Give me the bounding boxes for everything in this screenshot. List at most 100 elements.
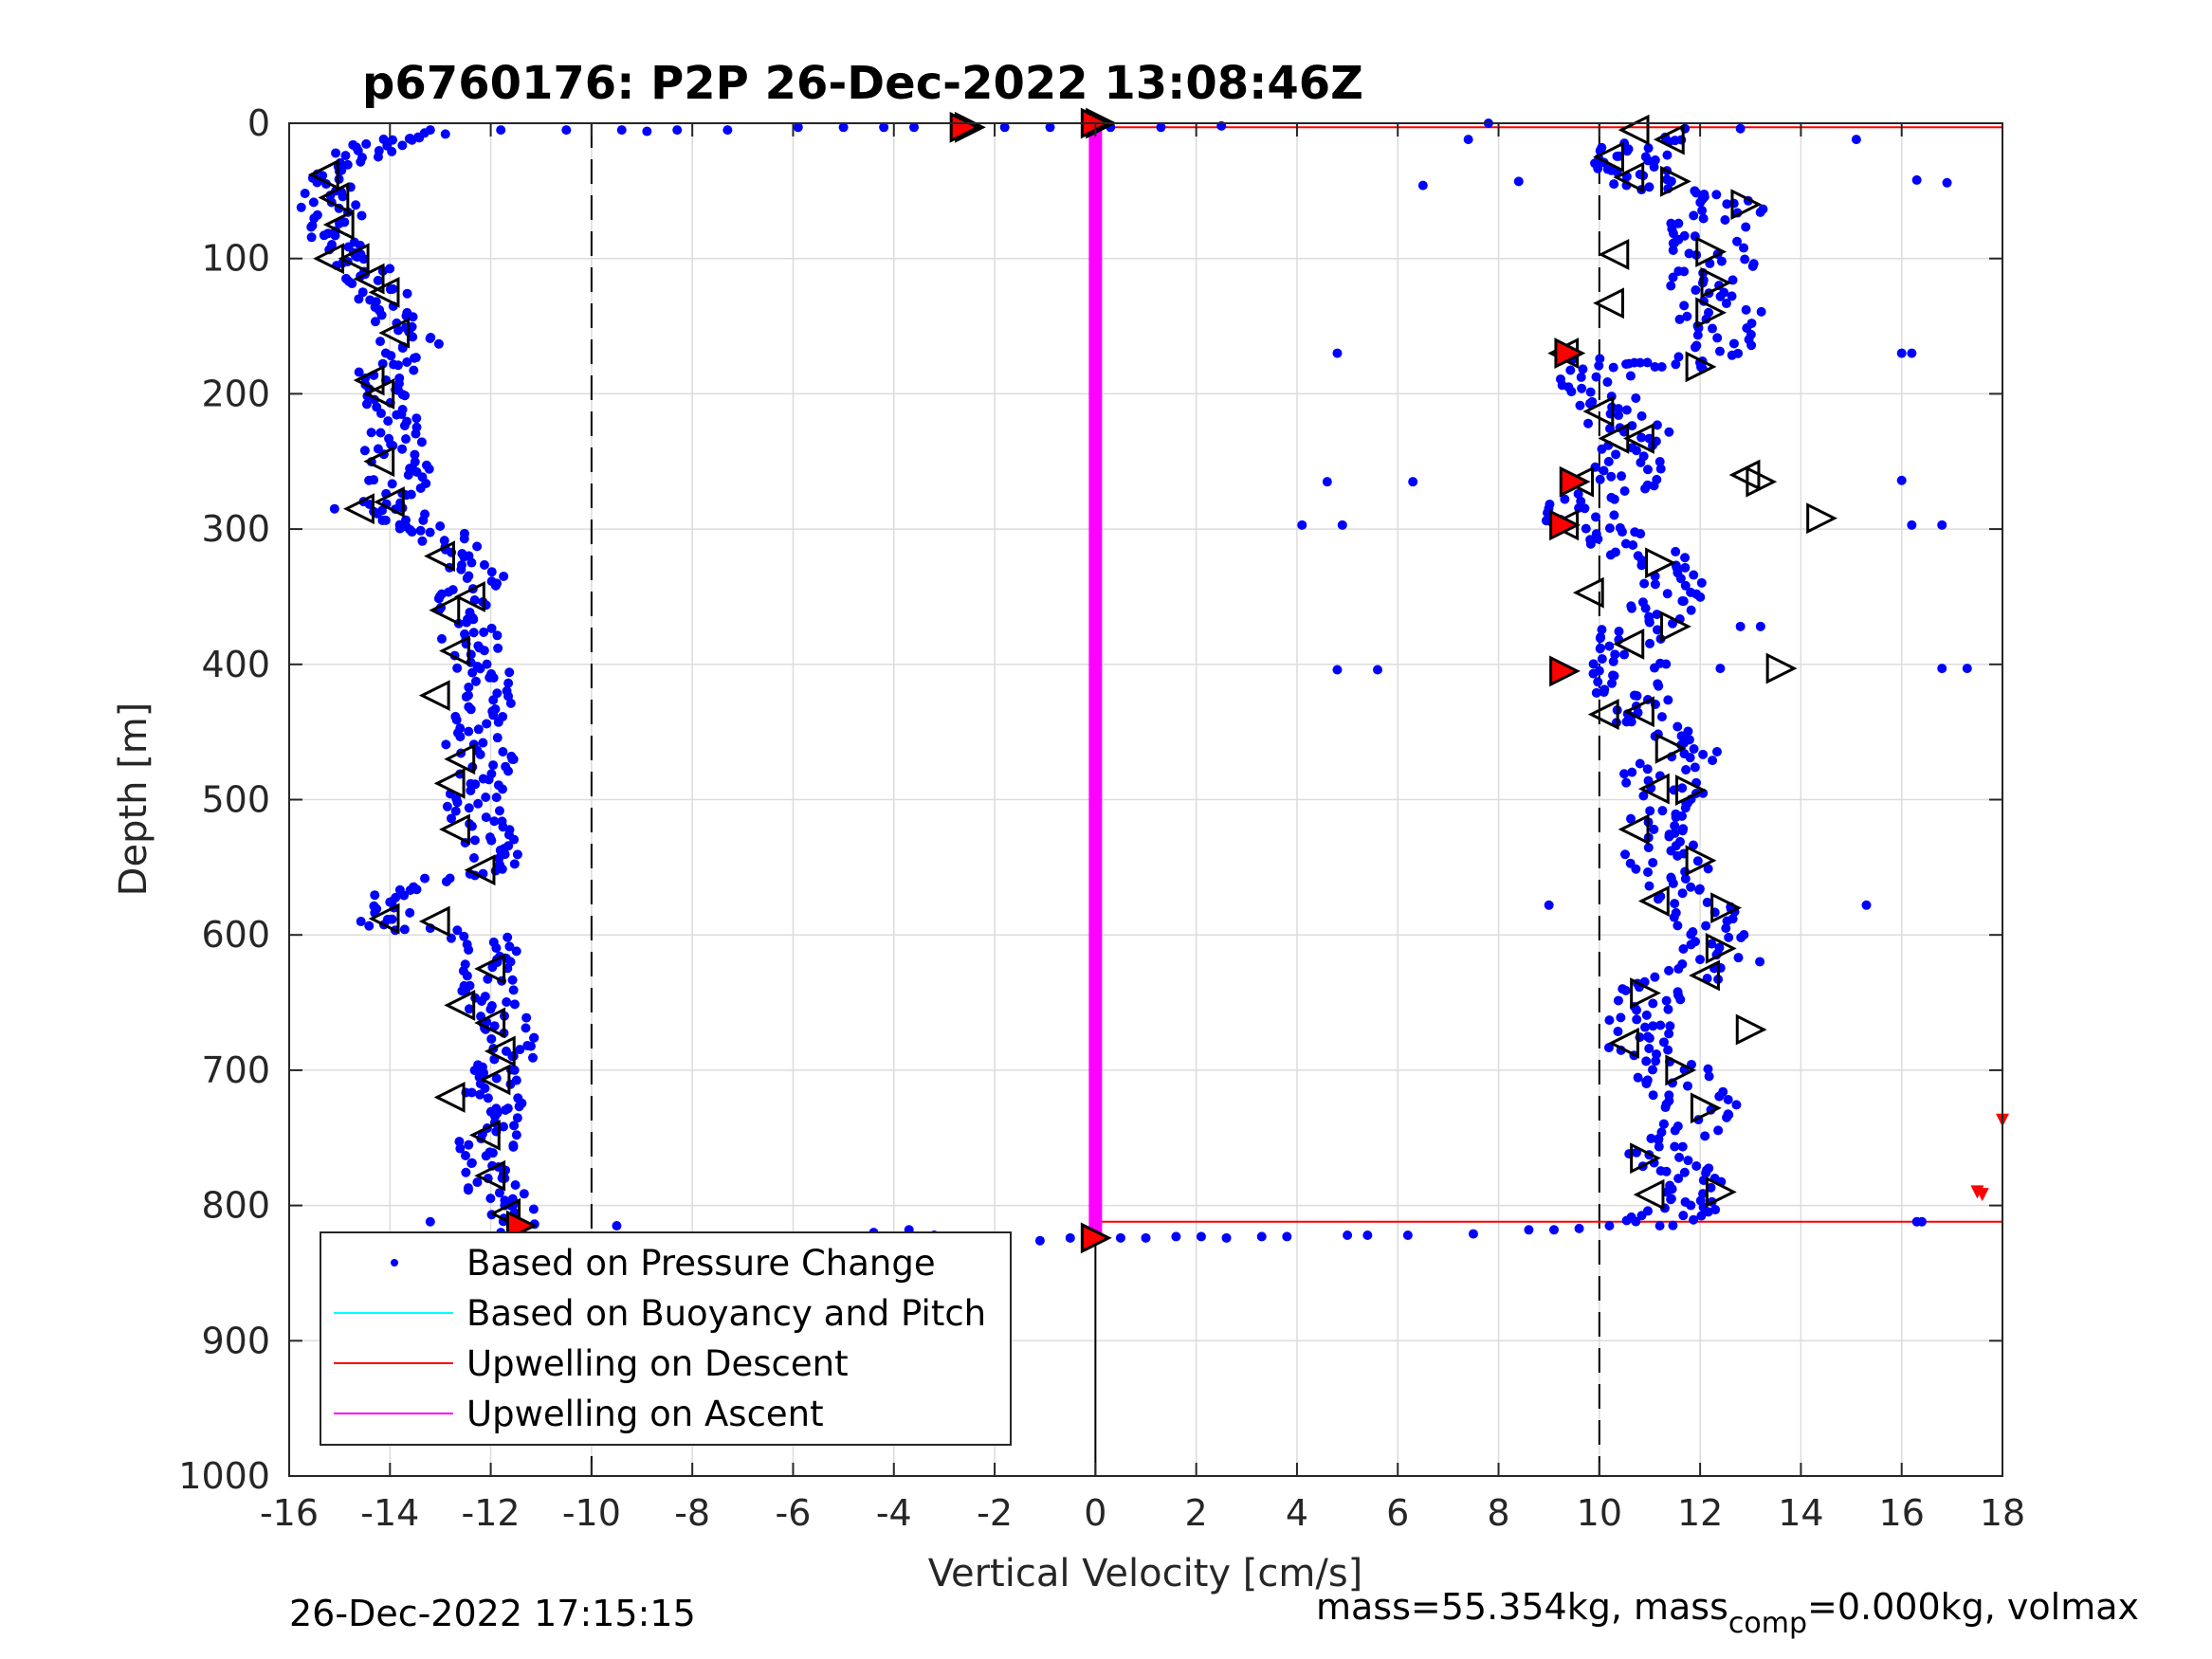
right-triangle-marker bbox=[1700, 266, 1732, 299]
pressure-change-point bbox=[418, 515, 429, 525]
pressure-change-point bbox=[493, 643, 503, 653]
pressure-change-point bbox=[1664, 965, 1674, 975]
pressure-change-point bbox=[1663, 1004, 1673, 1014]
pressure-change-point bbox=[1652, 610, 1662, 620]
pressure-change-point bbox=[1664, 830, 1674, 840]
left-triangle-marker bbox=[464, 854, 496, 886]
pressure-change-point bbox=[1633, 1072, 1643, 1083]
pressure-change-point bbox=[1620, 849, 1631, 860]
pressure-change-point bbox=[1588, 659, 1599, 669]
pressure-change-point bbox=[1733, 953, 1744, 963]
pressure-change-point bbox=[359, 446, 370, 456]
pressure-change-point bbox=[365, 295, 375, 305]
pressure-change-point bbox=[476, 995, 486, 1006]
pressure-change-point bbox=[466, 704, 476, 715]
pressure-change-point bbox=[415, 483, 426, 493]
pressure-change-point bbox=[1650, 155, 1660, 165]
pressure-change-point bbox=[1661, 995, 1672, 1006]
right-triangle-marker bbox=[1705, 1176, 1737, 1208]
pressure-change-point bbox=[1652, 474, 1662, 484]
pressure-change-point bbox=[529, 1032, 539, 1043]
pressure-change-point bbox=[1691, 188, 1701, 198]
pressure-change-point bbox=[461, 1151, 471, 1161]
pressure-change-point bbox=[1574, 1223, 1584, 1233]
pressure-change-point bbox=[503, 766, 514, 776]
left-triangle-marker bbox=[484, 1035, 516, 1067]
pressure-change-point bbox=[1643, 143, 1654, 154]
left-triangle-marker bbox=[1582, 395, 1615, 428]
pressure-change-point bbox=[504, 667, 515, 678]
pressure-change-point bbox=[1662, 150, 1673, 160]
pressure-change-point bbox=[397, 444, 408, 454]
pressure-change-point bbox=[451, 715, 462, 725]
pressure-change-point bbox=[612, 1221, 622, 1231]
pressure-change-point bbox=[483, 1093, 493, 1103]
pressure-change-point bbox=[481, 812, 491, 823]
pressure-change-point bbox=[1156, 122, 1166, 133]
pressure-change-point bbox=[1611, 449, 1621, 460]
pressure-change-point bbox=[1626, 813, 1636, 824]
y-axis-ticks: 0 100 200 300 400 500 600 700 800 900 1000 bbox=[178, 102, 2002, 1497]
pressure-change-point bbox=[469, 595, 480, 606]
right-triangle-marker bbox=[1660, 611, 1691, 643]
pressure-change-point bbox=[1676, 135, 1687, 145]
pressure-change-point bbox=[1698, 749, 1709, 759]
pressure-change-point bbox=[1692, 330, 1703, 340]
pressure-change-point bbox=[1911, 174, 1922, 185]
pressure-change-point bbox=[358, 254, 369, 264]
pressure-change-point bbox=[425, 1216, 435, 1227]
pressure-change-point bbox=[1621, 405, 1632, 415]
pressure-change-point bbox=[1704, 1071, 1714, 1082]
pressure-change-point bbox=[1604, 641, 1615, 651]
pressure-change-point bbox=[1739, 243, 1749, 253]
pressure-change-point bbox=[1626, 601, 1636, 611]
pressure-change-point bbox=[1654, 456, 1665, 466]
pressure-change-point bbox=[1650, 362, 1660, 373]
pressure-change-point bbox=[1728, 198, 1739, 209]
pressure-change-point bbox=[1638, 791, 1649, 801]
pressure-change-point bbox=[1678, 1211, 1689, 1221]
pressure-change-point bbox=[1679, 266, 1690, 277]
pressure-change-point bbox=[372, 508, 382, 519]
pressure-change-point bbox=[1679, 749, 1690, 759]
pressure-change-point bbox=[1674, 836, 1685, 847]
left-triangle-marker bbox=[343, 493, 375, 525]
pressure-change-point bbox=[1697, 206, 1708, 216]
pressure-change-point bbox=[1621, 359, 1632, 370]
pressure-change-point bbox=[1746, 319, 1757, 329]
left-triangle-marker bbox=[468, 1119, 501, 1151]
pressure-change-point bbox=[1642, 764, 1653, 775]
pressure-change-point bbox=[1595, 643, 1605, 653]
pressure-change-point bbox=[1594, 360, 1604, 371]
pressure-change-point bbox=[512, 849, 522, 860]
pressure-change-point bbox=[1683, 726, 1693, 737]
pressure-change-point bbox=[456, 564, 466, 574]
pressure-change-point bbox=[1896, 348, 1907, 358]
pressure-change-point bbox=[1707, 323, 1717, 334]
pressure-change-point bbox=[331, 148, 341, 158]
pressure-change-point bbox=[1679, 301, 1690, 311]
pressure-change-point bbox=[999, 122, 1010, 133]
pressure-change-point bbox=[1604, 424, 1615, 434]
pressure-change-point bbox=[1597, 142, 1607, 153]
pressure-change-point bbox=[528, 1052, 539, 1063]
pressure-change-point bbox=[499, 1121, 509, 1132]
pressure-change-point bbox=[1668, 1220, 1678, 1231]
y-tick-label: 200 bbox=[201, 373, 270, 414]
x-tick-label: 12 bbox=[1677, 1492, 1723, 1534]
y-tick-label: 400 bbox=[201, 644, 270, 685]
pressure-change-point bbox=[457, 986, 467, 996]
pressure-change-point bbox=[1645, 806, 1655, 816]
pressure-change-point bbox=[1595, 354, 1605, 364]
red-triangle-marker bbox=[949, 111, 981, 143]
pressure-change-point bbox=[1718, 1086, 1728, 1097]
pressure-change-point bbox=[375, 337, 386, 347]
pressure-change-point bbox=[1591, 512, 1601, 522]
pressure-change-point bbox=[1613, 1027, 1623, 1037]
pressure-change-point bbox=[1673, 987, 1683, 997]
pressure-change-point bbox=[1560, 494, 1570, 504]
pressure-change-point bbox=[1648, 1090, 1658, 1101]
pressure-change-point bbox=[386, 351, 396, 361]
pressure-change-point bbox=[397, 140, 408, 151]
right-triangle-marker bbox=[1710, 892, 1743, 924]
